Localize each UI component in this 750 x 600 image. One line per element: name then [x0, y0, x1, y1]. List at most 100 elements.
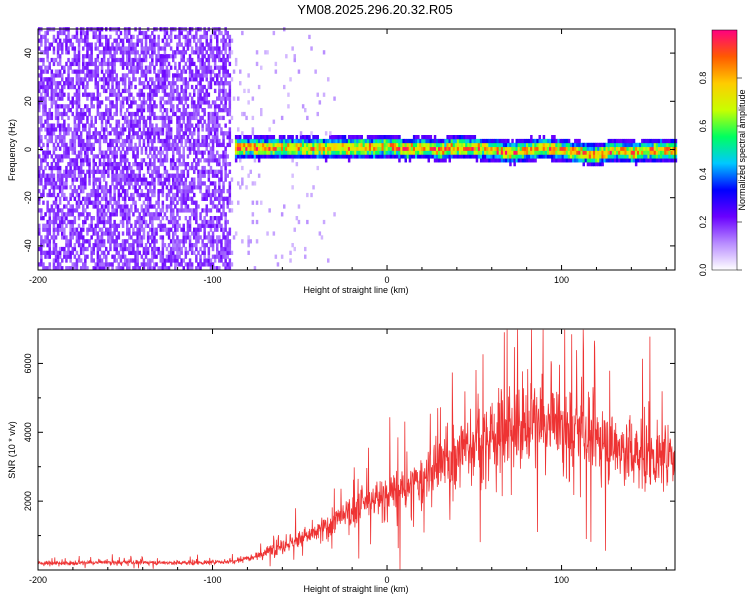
spectrogram-cell	[213, 173, 217, 178]
spectrogram-cell	[352, 138, 355, 144]
spectrogram-cell	[218, 196, 221, 201]
spectrogram-cell	[352, 135, 355, 140]
spectrogram-cell	[230, 208, 234, 213]
spectrogram-cell	[278, 150, 282, 155]
spectrogram-cell	[222, 150, 225, 155]
spectrogram-cell	[157, 200, 160, 205]
spectrogram-cell	[222, 231, 225, 236]
spectrogram-cell	[63, 169, 66, 174]
spectrogram-cell	[345, 138, 349, 144]
spectrogram-cell	[121, 127, 125, 132]
spectrogram-cell	[272, 30, 276, 36]
spectrogram-cell	[138, 65, 141, 70]
spectrogram-cell	[56, 254, 60, 259]
spectrogram-cell	[121, 246, 125, 252]
spectrogram-cell	[339, 142, 343, 148]
spectrogram-cell	[232, 235, 236, 240]
spectrogram-cell	[657, 138, 661, 144]
spectrogram-cell	[228, 50, 232, 55]
spectrogram-cell	[331, 138, 334, 144]
spectrogram-cell	[86, 204, 89, 209]
spectrogram-cell	[347, 150, 351, 155]
spectrogram-cell	[203, 158, 206, 163]
spectrogram-cell	[188, 258, 192, 263]
spectrogram-cell	[666, 154, 669, 159]
spectrogram-cell	[186, 115, 190, 121]
spectrogram-cell	[209, 84, 213, 90]
spectrogram-cell	[463, 146, 466, 151]
spectrogram-cell	[142, 131, 146, 136]
spectrogram-cell	[126, 231, 129, 236]
spectrogram-cell	[220, 254, 223, 259]
spectrogram-cell	[572, 146, 575, 151]
spectrogram-cell	[140, 131, 144, 136]
spectrogram-cell	[207, 208, 211, 213]
spectrogram-cell	[61, 84, 64, 90]
spectrogram-cell	[580, 142, 583, 148]
spectrogram-cell	[167, 123, 171, 128]
spectrogram-cell	[186, 250, 190, 255]
spectrogram-cell	[306, 146, 309, 151]
spectrogram-cell	[341, 146, 345, 151]
spectrogram-cell	[396, 138, 399, 144]
spectrogram-cell	[161, 246, 165, 252]
spectrogram-cell	[67, 243, 70, 248]
spectrogram-cell	[77, 212, 81, 217]
spectrogram-cell	[157, 150, 160, 155]
spectrogram-cell	[86, 46, 89, 51]
spectrogram-cell	[213, 81, 217, 86]
spectrogram-cell	[52, 100, 56, 105]
spectrogram-cell	[287, 92, 290, 97]
spectrogram-cell	[228, 108, 232, 113]
spectrogram-cell	[412, 154, 416, 159]
spectrogram-cell	[542, 142, 546, 148]
spectrogram-cell	[102, 54, 106, 59]
spectrogram-cell	[63, 150, 66, 155]
spectrogram-cell	[463, 154, 466, 159]
spectrogram-cell	[176, 115, 179, 121]
spectrogram-cell	[364, 150, 368, 155]
spectrogram-cell	[218, 154, 221, 159]
spectrogram-cell	[624, 146, 627, 151]
spectrogram-cell	[230, 50, 234, 55]
spectrogram-cell	[209, 119, 213, 124]
spectrogram-cell	[523, 142, 527, 148]
spectrogram-cell	[169, 227, 173, 232]
spectrogram-cell	[155, 146, 158, 151]
spectrogram-cell	[417, 154, 420, 159]
spectrogram-cell	[172, 104, 175, 109]
spectrogram-cell	[190, 212, 194, 217]
spectrogram-cell	[105, 108, 108, 113]
spectrogram-cell	[333, 142, 336, 148]
spectrogram-cell	[117, 177, 121, 182]
spectrogram-cell	[134, 115, 137, 121]
spectrogram-cell	[75, 262, 79, 267]
spectrogram-cell	[626, 158, 629, 163]
spectrogram-cell	[142, 173, 146, 178]
spectrogram-cell	[523, 146, 527, 151]
spectrogram-cell	[293, 227, 296, 232]
spectrogram-cell	[50, 250, 54, 255]
spectrogram-cell	[404, 158, 407, 163]
spectrogram-cell	[113, 227, 116, 232]
spectrogram-cell	[121, 173, 125, 178]
spectrogram-cell	[56, 266, 60, 271]
spectrogram-cell	[291, 173, 294, 178]
spectrogram-cell	[408, 154, 412, 159]
spectrogram-cell	[216, 111, 219, 117]
spectrogram-cell	[90, 216, 93, 221]
spectrogram-cell	[270, 150, 273, 155]
spectrogram-cell	[590, 162, 594, 167]
spectrogram-cell	[67, 173, 70, 178]
spectrogram-cell	[211, 138, 215, 144]
spectrogram-cell	[264, 150, 267, 155]
spectrogram-cell	[132, 135, 135, 140]
spectrogram-cell	[230, 200, 234, 205]
spectrogram-cell	[639, 154, 642, 159]
spectrogram-cell	[75, 231, 79, 236]
spectrogram-cell	[201, 73, 204, 78]
spectrogram-cell	[71, 177, 74, 182]
spectrogram-cell	[73, 162, 77, 167]
spectrogram-cell	[71, 162, 74, 167]
spectrogram-cell	[211, 100, 215, 105]
